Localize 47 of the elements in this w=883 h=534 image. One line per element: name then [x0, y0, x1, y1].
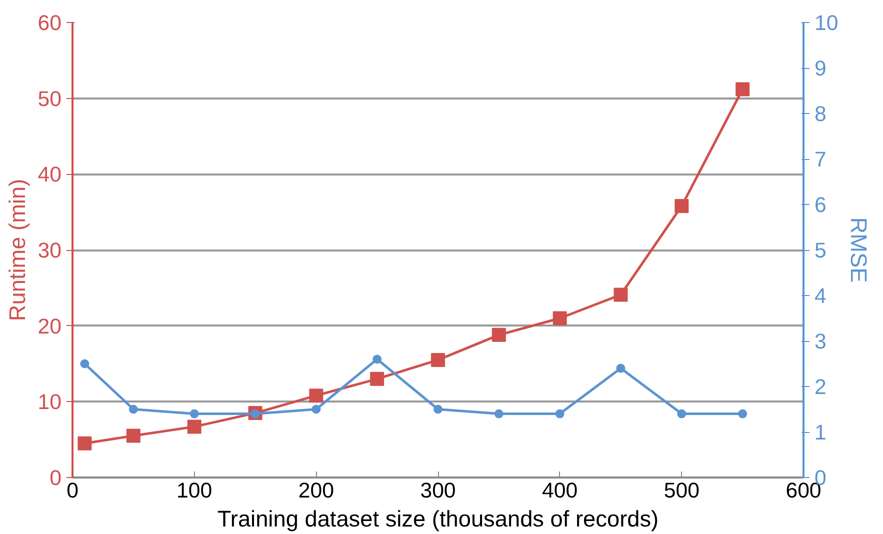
y2-tick-label: 8 — [814, 102, 826, 126]
y2-tick-label: 1 — [814, 420, 826, 444]
y2-tick-label: 9 — [814, 56, 826, 80]
x-tick-label: 300 — [420, 478, 456, 502]
point — [126, 428, 140, 443]
point — [78, 436, 92, 450]
y2-tick-label: 5 — [814, 238, 826, 262]
y2-tick-label: 4 — [814, 284, 826, 308]
point — [128, 404, 138, 414]
point — [614, 288, 628, 302]
point — [431, 352, 445, 367]
point — [370, 372, 384, 386]
y-tick-label: 40 — [38, 162, 62, 187]
y2-tick-label: 10 — [814, 11, 838, 35]
y-axis-title: Runtime (min) — [4, 178, 30, 322]
y2-tick-label: 2 — [814, 375, 826, 399]
point — [372, 354, 382, 364]
point — [190, 409, 199, 418]
point — [616, 364, 626, 373]
y2-axis-title: RMSE — [846, 217, 872, 283]
point — [312, 404, 321, 414]
point — [552, 311, 567, 326]
x-tick-label: 200 — [298, 478, 334, 502]
point — [80, 359, 90, 368]
point — [677, 409, 686, 418]
y-tick-label: 20 — [38, 314, 62, 338]
y-tick-label: 60 — [38, 11, 62, 35]
point — [309, 388, 324, 403]
point — [736, 82, 750, 96]
point — [492, 328, 506, 342]
x-tick-label: 100 — [176, 478, 212, 502]
y-tick-label: 50 — [38, 86, 62, 111]
y-tick-label: 30 — [38, 238, 62, 262]
y-tick-label: 10 — [38, 390, 62, 414]
x-axis-title: Training dataset size (thousands of records) — [217, 506, 659, 532]
y2-tick-label: 6 — [814, 193, 826, 217]
x-tick-label: 500 — [664, 478, 700, 502]
y2-tick-label: 3 — [814, 330, 826, 354]
x-tick-label: 0 — [66, 478, 79, 502]
point — [434, 404, 442, 414]
x-tick-label: 400 — [542, 478, 578, 502]
point — [187, 420, 202, 434]
point — [674, 199, 689, 214]
point — [494, 409, 504, 418]
point — [738, 409, 748, 418]
point — [555, 409, 564, 418]
y2-tick-label: 7 — [814, 148, 826, 172]
